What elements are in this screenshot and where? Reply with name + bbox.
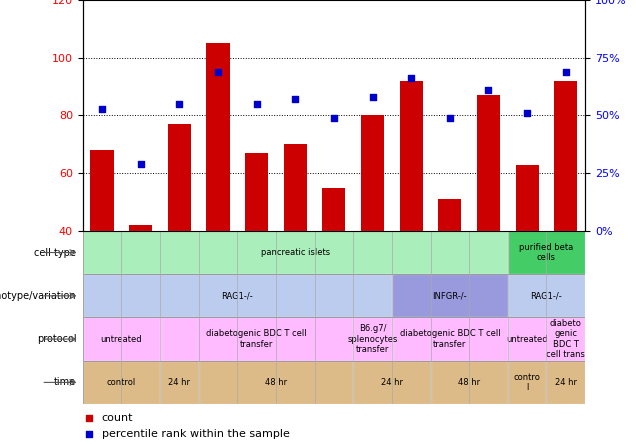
Bar [392, 317, 508, 361]
Bar [129, 225, 152, 231]
Point [251, 100, 261, 107]
Bar [160, 317, 353, 361]
Bar [198, 361, 353, 404]
Text: 24 hr: 24 hr [169, 378, 190, 387]
Bar [245, 153, 268, 231]
Bar [546, 317, 585, 361]
Bar [554, 81, 577, 231]
Bar [83, 361, 585, 404]
Point [97, 105, 107, 112]
Bar [361, 115, 384, 231]
Point [213, 68, 223, 75]
Bar [508, 317, 546, 361]
Text: 48 hr: 48 hr [458, 378, 480, 387]
Bar [206, 44, 230, 231]
Text: purified beta
cells: purified beta cells [520, 243, 574, 262]
Bar [83, 361, 160, 404]
Point [522, 110, 532, 117]
Text: control: control [107, 378, 136, 387]
Bar [546, 361, 585, 404]
Bar [438, 199, 462, 231]
Bar [168, 124, 191, 231]
Text: count: count [102, 413, 134, 423]
Bar [160, 361, 198, 404]
Text: genotype/variation: genotype/variation [0, 291, 76, 301]
Text: 24 hr: 24 hr [381, 378, 403, 387]
Bar [90, 150, 114, 231]
Text: protocol: protocol [37, 334, 76, 344]
Bar [477, 95, 500, 231]
Text: diabetogenic BDC T cell
transfer: diabetogenic BDC T cell transfer [399, 329, 500, 349]
Point [290, 96, 300, 103]
Text: RAG1-/-: RAG1-/- [221, 291, 253, 300]
Bar [284, 144, 307, 231]
Text: untreated: untreated [506, 335, 548, 344]
Bar [431, 361, 508, 404]
Text: time: time [54, 377, 76, 388]
Bar [392, 274, 508, 317]
Bar [516, 165, 539, 231]
Bar [508, 361, 546, 404]
Point [84, 431, 94, 438]
Bar [83, 317, 585, 361]
Point [445, 114, 455, 121]
Text: contro
l: contro l [514, 373, 541, 392]
Point [561, 68, 571, 75]
Text: B6.g7/
splenocytes
transfer: B6.g7/ splenocytes transfer [347, 324, 398, 354]
Point [329, 114, 339, 121]
Text: diabeto
genic
BDC T
cell trans: diabeto genic BDC T cell trans [546, 319, 585, 359]
Text: untreated: untreated [100, 335, 142, 344]
Bar [83, 231, 585, 274]
Bar [353, 317, 392, 361]
Point [135, 160, 146, 167]
Bar [508, 274, 585, 317]
Bar [83, 231, 508, 274]
Bar [322, 188, 345, 231]
Text: cell type: cell type [34, 247, 76, 258]
Text: pancreatic islets: pancreatic islets [261, 248, 330, 257]
Bar [508, 231, 585, 274]
Text: RAG1-/-: RAG1-/- [530, 291, 562, 300]
Bar [83, 317, 160, 361]
Point [483, 87, 494, 94]
Bar [353, 361, 431, 404]
Bar [83, 274, 585, 317]
Bar [83, 274, 392, 317]
Point [84, 415, 94, 422]
Text: percentile rank within the sample: percentile rank within the sample [102, 429, 289, 439]
Text: INFGR-/-: INFGR-/- [432, 291, 467, 300]
Bar [399, 81, 423, 231]
Text: diabetogenic BDC T cell
transfer: diabetogenic BDC T cell transfer [206, 329, 307, 349]
Point [174, 100, 184, 107]
Point [406, 75, 417, 82]
Text: 48 hr: 48 hr [265, 378, 287, 387]
Point [368, 93, 378, 100]
Text: 24 hr: 24 hr [555, 378, 577, 387]
